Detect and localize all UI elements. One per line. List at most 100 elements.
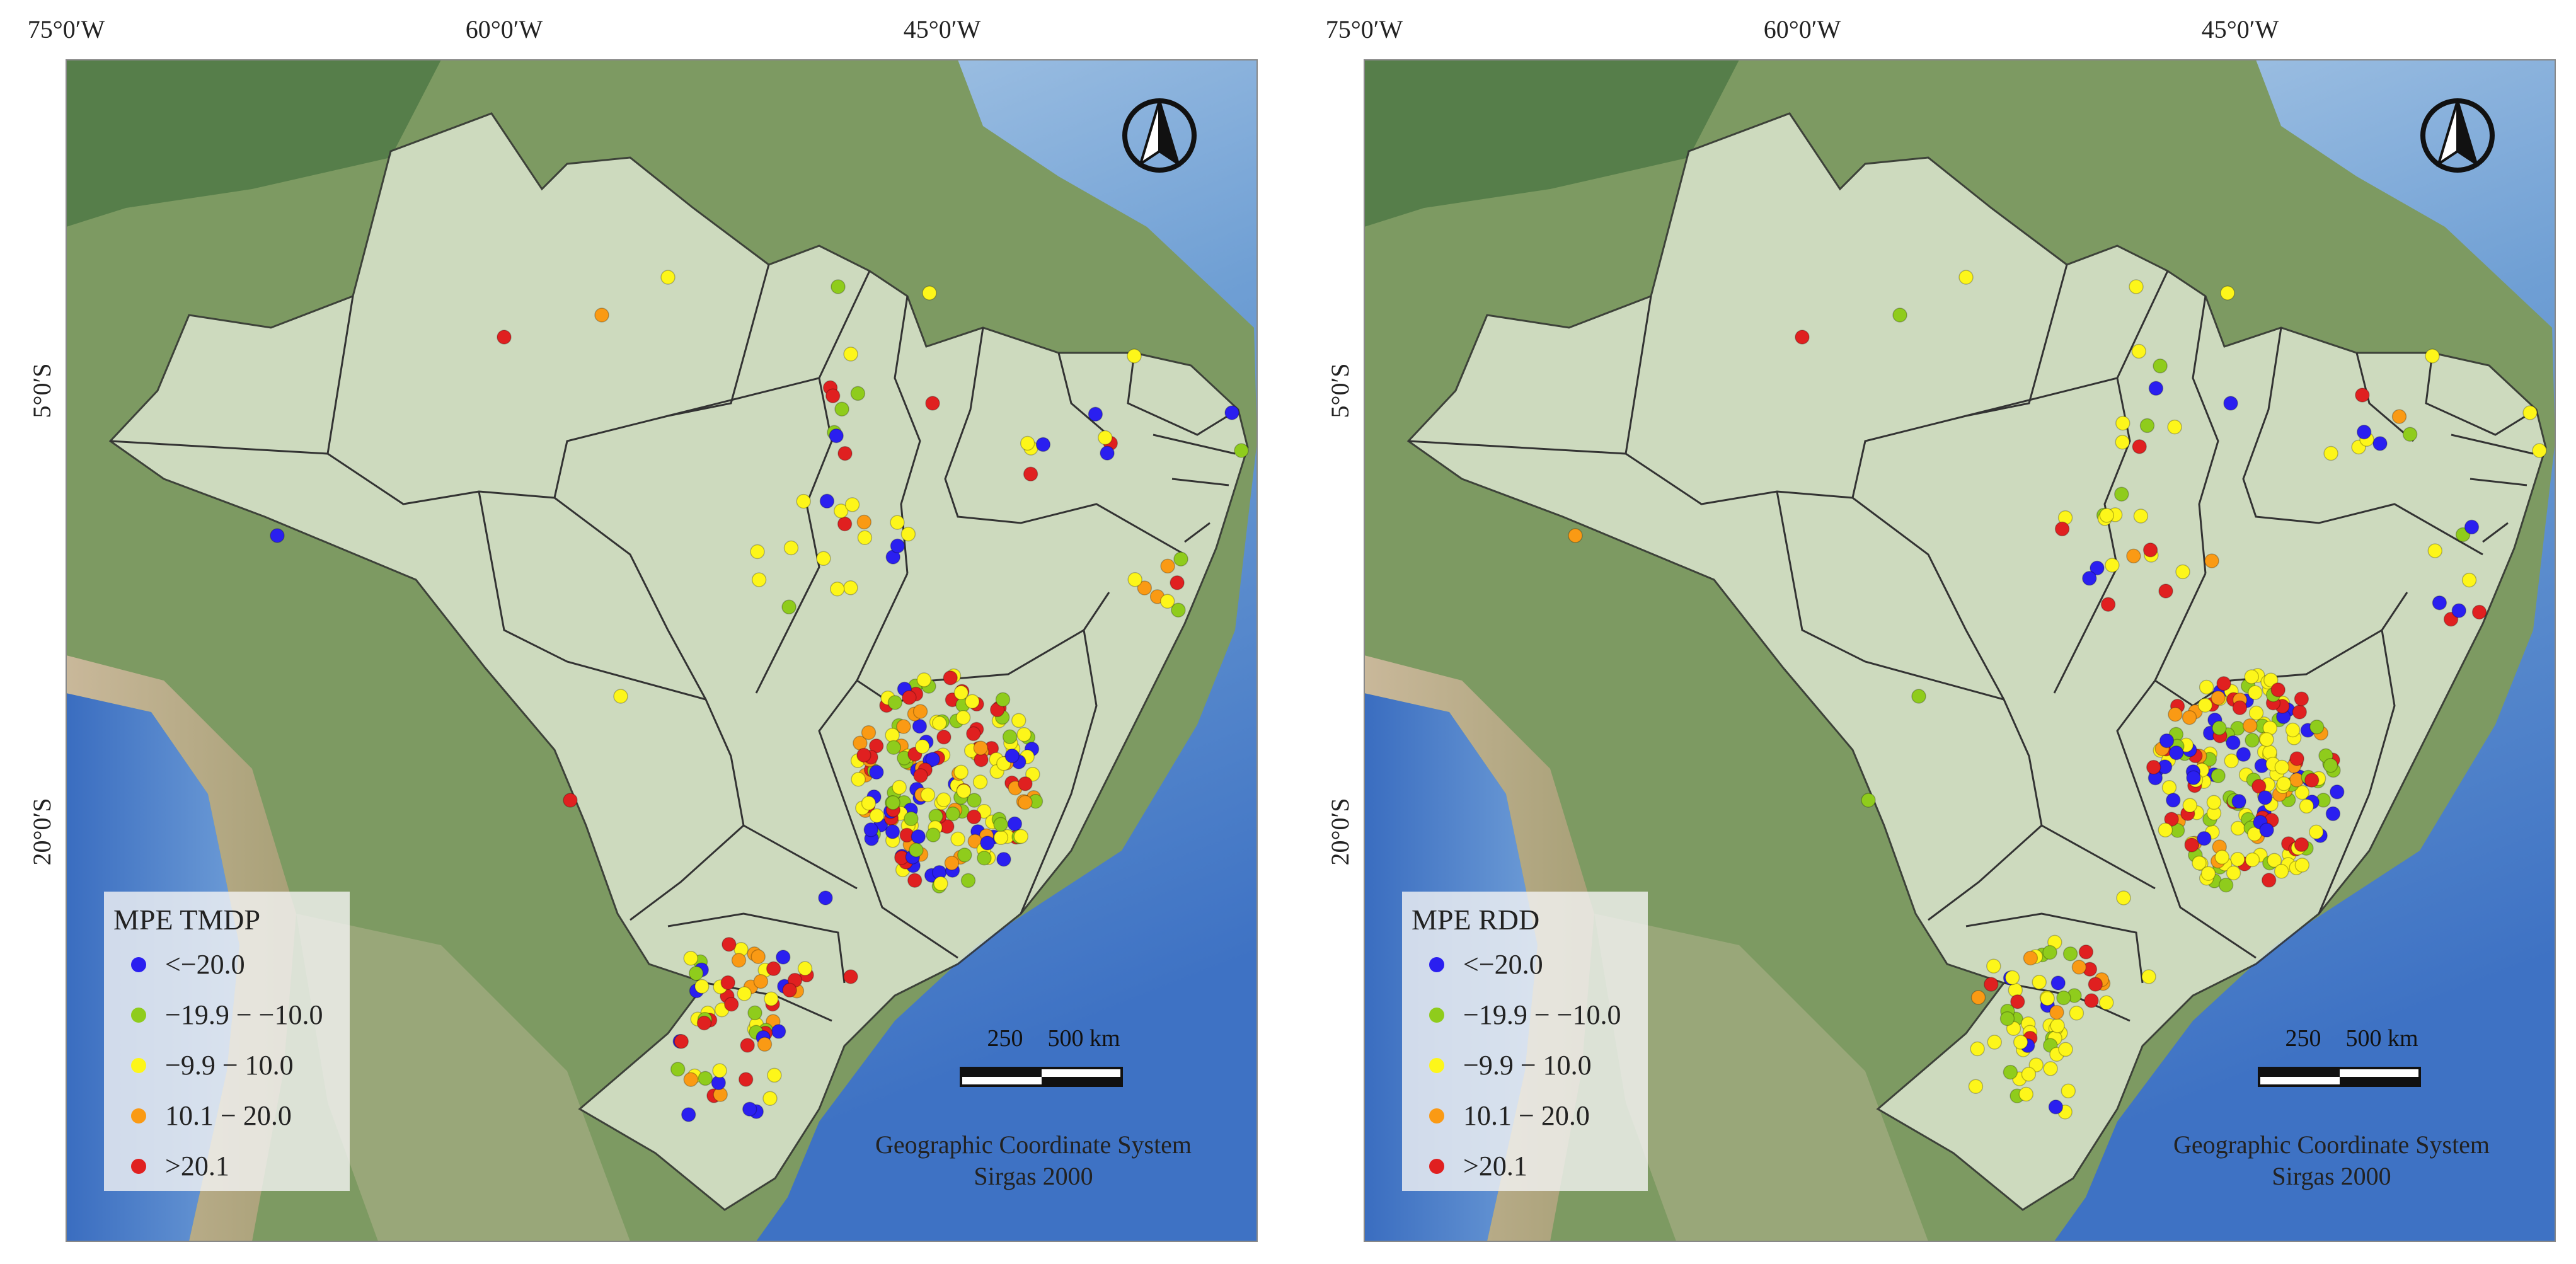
station-point bbox=[2018, 1086, 2034, 1102]
station-point bbox=[953, 685, 969, 701]
station-point bbox=[1023, 466, 1038, 482]
station-point bbox=[766, 961, 781, 977]
station-point bbox=[920, 787, 936, 803]
station-point bbox=[843, 969, 858, 984]
station-point bbox=[933, 876, 948, 892]
station-point bbox=[2323, 445, 2338, 461]
station-point bbox=[1013, 829, 1029, 844]
station-point bbox=[2126, 548, 2141, 564]
station-point bbox=[844, 497, 860, 512]
station-point bbox=[2294, 837, 2309, 853]
station-point bbox=[885, 824, 900, 839]
station-point bbox=[869, 808, 885, 824]
map-panel-tmdp: 75°0′W 60°0′W 45°0′W 5°0′S 20°0′S MPE TM… bbox=[28, 15, 1258, 1242]
station-point bbox=[861, 795, 877, 811]
scale-label: 250 bbox=[2286, 1025, 2321, 1052]
station-point bbox=[2133, 508, 2149, 524]
station-point bbox=[1861, 793, 1876, 808]
station-point bbox=[2056, 990, 2071, 1006]
station-point bbox=[2257, 790, 2273, 805]
station-point bbox=[1018, 795, 1033, 810]
crs-line: Sirgas 2000 bbox=[2272, 1162, 2391, 1190]
crs-line: Geographic Coordinate System bbox=[875, 1130, 1192, 1159]
legend-label: −9.9 − 10.0 bbox=[165, 1050, 294, 1081]
station-point bbox=[683, 1072, 699, 1087]
station-points bbox=[1568, 270, 2547, 1120]
station-point bbox=[740, 1038, 755, 1053]
top-tick: 45°0′W bbox=[2202, 15, 2279, 43]
station-point bbox=[2211, 690, 2226, 706]
station-point bbox=[1007, 816, 1023, 832]
station-point bbox=[1127, 572, 1142, 587]
station-point bbox=[1795, 330, 1810, 345]
station-point bbox=[2132, 439, 2147, 454]
station-point bbox=[956, 783, 972, 799]
station-point bbox=[943, 670, 958, 686]
station-point bbox=[1016, 727, 1032, 742]
station-point bbox=[681, 1107, 696, 1122]
legend-symbol bbox=[1429, 1108, 1444, 1123]
station-point bbox=[912, 718, 928, 734]
station-point bbox=[1098, 430, 1113, 445]
station-point bbox=[2058, 1042, 2073, 1057]
coordinate-system-note: Geographic Coordinate System Sirgas 2000 bbox=[2173, 1130, 2490, 1190]
station-point bbox=[2206, 795, 2222, 810]
station-point bbox=[783, 540, 799, 556]
station-point bbox=[1892, 307, 1907, 323]
station-point bbox=[737, 986, 752, 1001]
station-point bbox=[2216, 676, 2231, 691]
station-point bbox=[926, 827, 941, 842]
station-point bbox=[2043, 1061, 2058, 1076]
scale-bar: 250 500 km bbox=[2258, 1025, 2421, 1087]
station-point bbox=[816, 551, 831, 566]
station-point bbox=[1018, 776, 1033, 791]
station-point bbox=[1987, 1035, 2002, 1050]
station-point bbox=[966, 809, 982, 825]
station-point bbox=[1171, 602, 1186, 618]
station-point bbox=[1170, 575, 1185, 590]
station-point bbox=[1160, 558, 1175, 574]
station-point bbox=[2040, 991, 2055, 1006]
scale-label: 500 km bbox=[1047, 1025, 1120, 1052]
station-point bbox=[2167, 419, 2182, 435]
station-point bbox=[1984, 977, 1999, 992]
station-point bbox=[2084, 993, 2099, 1008]
station-point bbox=[831, 279, 846, 294]
station-point bbox=[1025, 767, 1040, 782]
station-point bbox=[965, 694, 980, 709]
station-point bbox=[2105, 558, 2120, 573]
station-point bbox=[2211, 768, 2226, 783]
station-point bbox=[993, 817, 1008, 832]
station-point bbox=[1020, 435, 1035, 451]
station-point bbox=[2062, 946, 2078, 962]
station-point bbox=[2168, 706, 2183, 722]
legend-label: −19.9 − −10.0 bbox=[1463, 999, 1621, 1030]
station-point bbox=[2242, 718, 2258, 733]
station-point bbox=[2323, 757, 2338, 773]
coordinate-system-note: Geographic Coordinate System Sirgas 2000 bbox=[875, 1130, 1192, 1190]
left-tick: 5°0′S bbox=[1326, 364, 1354, 418]
station-point bbox=[2299, 798, 2314, 814]
station-point bbox=[2461, 572, 2477, 588]
station-point bbox=[980, 836, 995, 851]
station-point bbox=[2245, 732, 2260, 748]
station-point bbox=[2270, 682, 2286, 698]
station-point bbox=[960, 873, 976, 888]
station-point bbox=[698, 1071, 713, 1086]
scale-label: 250 bbox=[987, 1025, 1023, 1052]
station-point bbox=[2115, 415, 2130, 431]
legend-label: 10.1 − 20.0 bbox=[165, 1100, 292, 1131]
station-point bbox=[925, 396, 940, 411]
legend-title: MPE TMDP bbox=[113, 904, 260, 936]
station-point bbox=[890, 515, 905, 530]
station-point bbox=[2153, 359, 2168, 374]
station-point bbox=[857, 530, 873, 545]
top-tick: 60°0′W bbox=[466, 15, 543, 43]
station-point bbox=[2168, 745, 2184, 761]
station-point bbox=[1127, 348, 1142, 364]
top-tick: 75°0′W bbox=[1326, 15, 1403, 43]
crs-line: Geographic Coordinate System bbox=[2173, 1130, 2490, 1159]
station-point bbox=[2071, 960, 2087, 975]
north-arrow-icon bbox=[1122, 98, 1197, 173]
